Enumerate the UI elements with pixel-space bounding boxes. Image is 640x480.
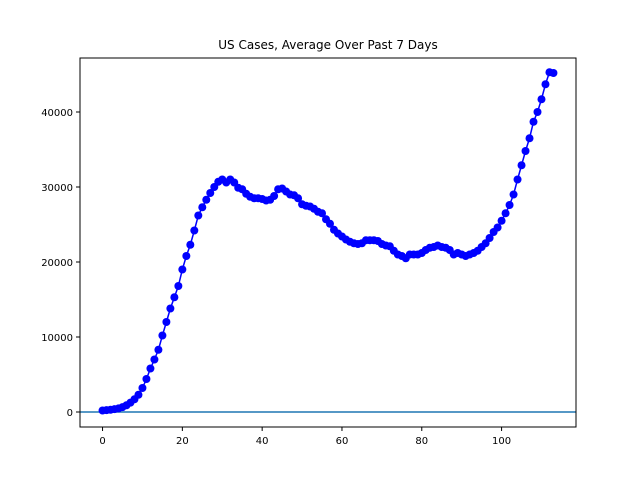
y-tick-label: 10000	[41, 333, 73, 344]
data-point	[270, 192, 279, 200]
data-point	[146, 364, 155, 373]
data-point	[493, 223, 502, 232]
y-tick-label: 0	[67, 408, 73, 419]
data-point	[198, 203, 207, 212]
x-tick-label: 80	[415, 436, 428, 447]
data-point	[138, 384, 147, 392]
axes-layer: 0 20 40 60 80 100 0 10000 20000 30000 40000	[41, 57, 577, 447]
data-point	[178, 265, 187, 274]
series-layer	[98, 68, 558, 415]
data-point	[517, 161, 526, 170]
data-point	[497, 216, 506, 225]
data-point	[509, 190, 518, 199]
data-point	[134, 390, 143, 399]
data-point	[501, 209, 510, 218]
data-point	[194, 211, 203, 220]
data-point	[186, 240, 195, 249]
y-tick-label: 40000	[41, 108, 73, 119]
data-point	[158, 331, 167, 340]
x-tick-label: 40	[256, 436, 269, 447]
data-point	[174, 282, 183, 290]
data-point	[154, 345, 163, 354]
x-tick-label: 20	[176, 436, 189, 447]
plot-frame	[79, 57, 577, 428]
x-tick-label: 0	[99, 436, 105, 447]
x-tick-label: 60	[336, 436, 349, 447]
data-point	[541, 80, 550, 89]
data-point	[190, 226, 199, 235]
data-point	[521, 147, 530, 155]
data-point	[166, 304, 175, 313]
x-tick-label: 100	[492, 436, 511, 447]
data-point	[505, 201, 514, 209]
chart-title: US Cases, Average Over Past 7 Days	[218, 38, 437, 52]
data-point	[142, 375, 151, 383]
data-point	[150, 355, 159, 364]
data-point	[325, 219, 334, 228]
data-point	[537, 95, 546, 104]
data-point	[513, 175, 522, 184]
y-tick-label: 20000	[41, 258, 73, 269]
data-point	[525, 134, 534, 143]
data-point	[549, 69, 558, 77]
data-point	[529, 117, 538, 126]
y-tick-label: 30000	[41, 183, 73, 194]
data-point	[294, 194, 303, 203]
data-point	[162, 318, 171, 326]
data-point	[182, 252, 191, 260]
data-point	[318, 209, 327, 218]
data-point	[533, 108, 542, 116]
data-point	[170, 293, 179, 302]
data-point	[206, 189, 215, 197]
data-point	[485, 234, 494, 242]
data-point	[202, 195, 211, 204]
